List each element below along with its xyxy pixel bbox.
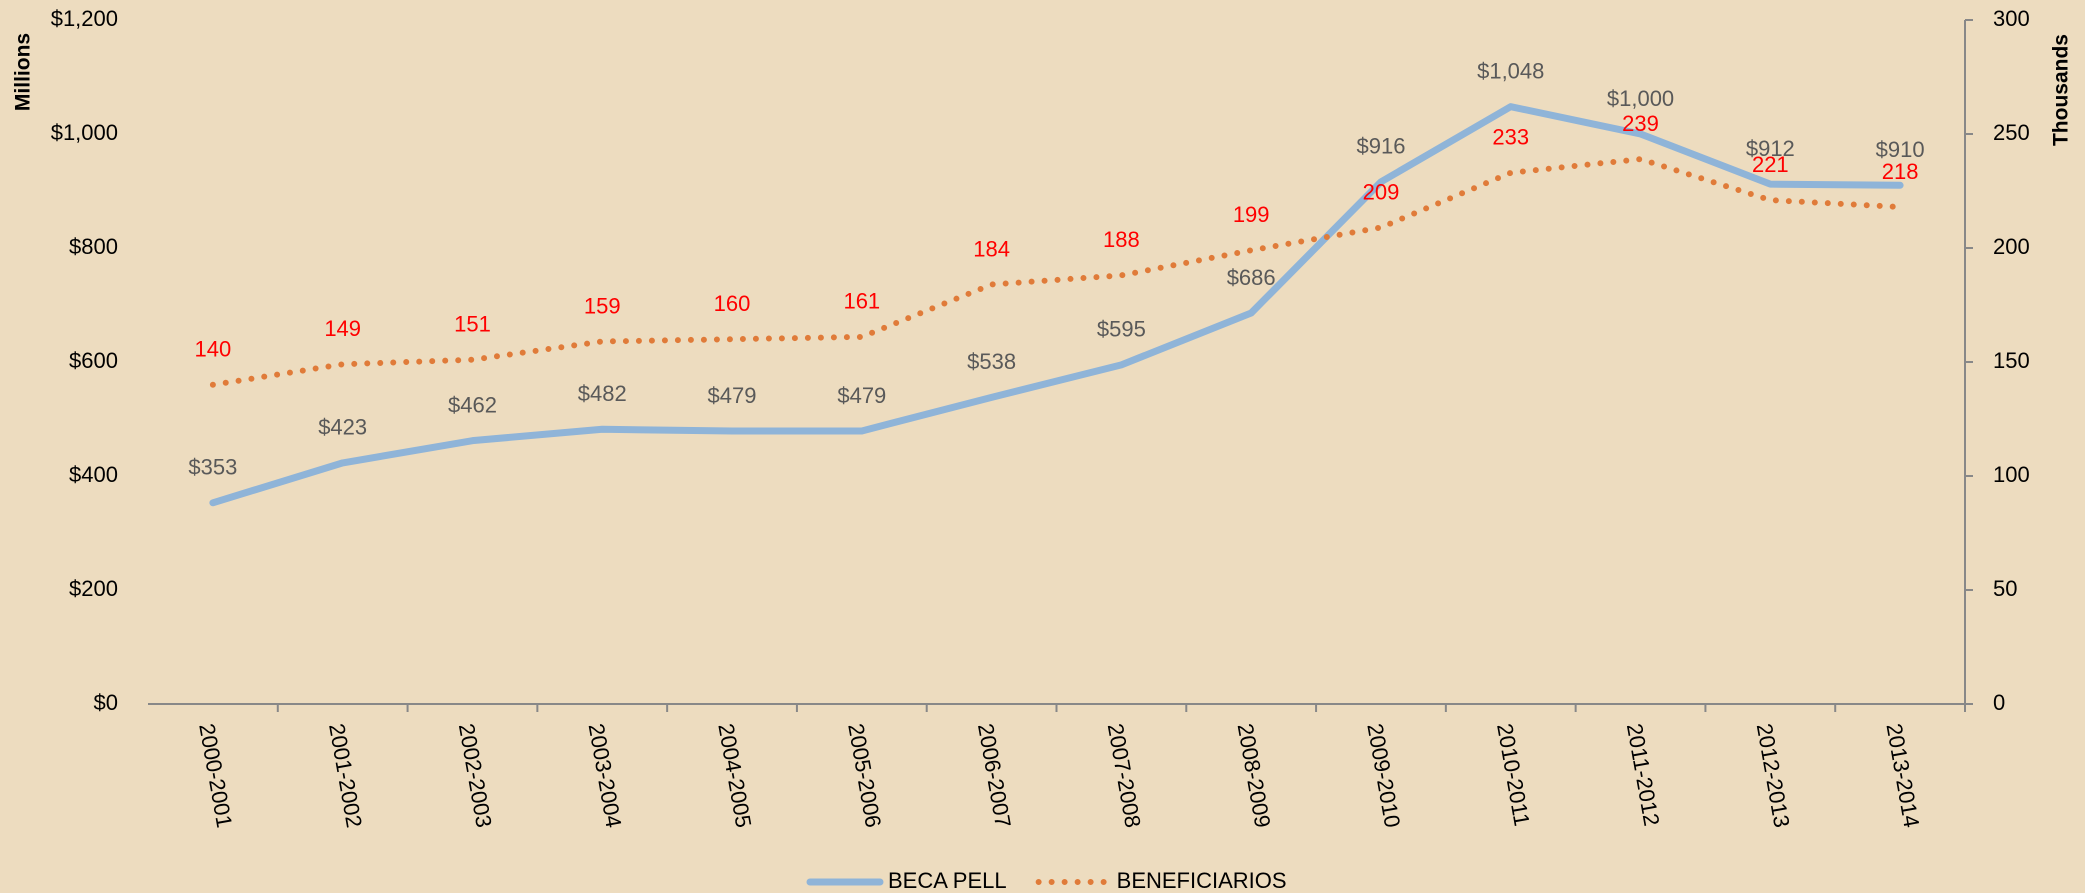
y-tick-label: $600: [69, 348, 118, 373]
y2-axis-label: Thousands: [2050, 34, 2073, 146]
y-tick-label: $200: [69, 576, 118, 601]
data-label: $538: [967, 349, 1016, 374]
data-label: 140: [195, 337, 232, 362]
data-label: 218: [1882, 159, 1919, 184]
data-label: $479: [837, 383, 886, 408]
series-line: [209, 103, 1904, 507]
data-label: $353: [188, 455, 237, 480]
y-axis-label: Millions: [12, 33, 35, 111]
y2-tick-label: 150: [1993, 348, 2030, 373]
data-label: $686: [1227, 265, 1276, 290]
data-label: $1,000: [1607, 86, 1674, 111]
y-tick-label: $1,200: [51, 6, 118, 31]
data-label: 209: [1363, 179, 1400, 204]
data-label: 160: [714, 291, 751, 316]
legend-label: BENEFICIARIOS: [1117, 868, 1287, 893]
data-label: 184: [973, 236, 1010, 261]
data-label: $912: [1746, 136, 1795, 161]
data-label: 188: [1103, 227, 1140, 252]
series-line: [209, 156, 1904, 388]
y-tick-label: $400: [69, 462, 118, 487]
data-label: 161: [843, 289, 880, 314]
y2-tick-label: 200: [1993, 234, 2030, 259]
data-label: $1,048: [1477, 58, 1544, 83]
y-tick-label: $800: [69, 234, 118, 259]
data-label: $423: [318, 415, 367, 440]
data-label: 199: [1233, 202, 1270, 227]
legend-label: BECA PELL: [888, 868, 1007, 893]
data-label: $479: [708, 383, 757, 408]
data-label: $910: [1876, 137, 1925, 162]
y2-tick-label: 0: [1993, 690, 2005, 715]
data-label: $595: [1097, 317, 1146, 342]
y-tick-label: $0: [94, 690, 118, 715]
data-label: $916: [1356, 134, 1405, 159]
y2-tick-label: 50: [1993, 576, 2017, 601]
data-label: $462: [448, 392, 497, 417]
y2-tick-label: 250: [1993, 120, 2030, 145]
y2-tick-label: 100: [1993, 462, 2030, 487]
data-label: 149: [324, 316, 361, 341]
data-label: 239: [1622, 111, 1659, 136]
data-label: 221: [1752, 152, 1789, 177]
data-label: 151: [454, 312, 491, 337]
data-label: 159: [584, 293, 621, 318]
data-label: $482: [578, 381, 627, 406]
y-tick-label: $1,000: [51, 120, 118, 145]
y2-tick-label: 300: [1993, 6, 2030, 31]
data-label: 233: [1492, 125, 1529, 150]
